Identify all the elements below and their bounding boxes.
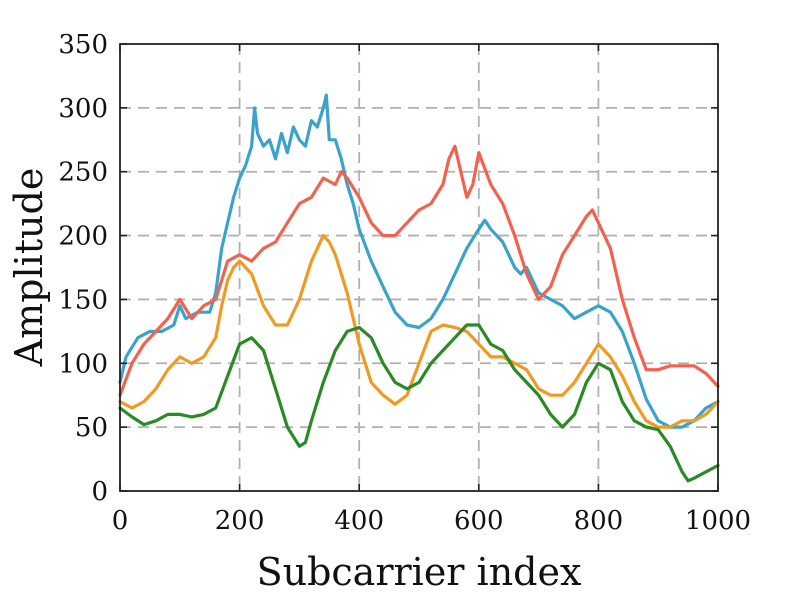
y-axis-title: Amplitude <box>7 168 51 368</box>
x-tick-label: 200 <box>215 506 265 536</box>
y-tick-label: 100 <box>58 349 108 379</box>
axis-ticks: 0 200 400 600 800 1000 0 50 100 150 200 250 300 350 <box>58 30 751 536</box>
y-tick-label: 250 <box>58 158 108 188</box>
x-tick-label: 400 <box>334 506 384 536</box>
grid-lines <box>120 44 718 491</box>
x-tick-label: 800 <box>574 506 624 536</box>
x-tick-label: 0 <box>112 506 129 536</box>
y-tick-label: 50 <box>75 413 108 443</box>
series-line-3 <box>118 234 720 429</box>
series-line-1 <box>118 93 720 429</box>
y-tick-label: 350 <box>58 30 108 60</box>
x-axis-title: Subcarrier index <box>257 550 582 594</box>
series-line-4 <box>118 323 720 483</box>
y-tick-label: 200 <box>58 222 108 252</box>
plot-frame <box>119 43 719 492</box>
series-line-2 <box>118 144 720 397</box>
series-lines <box>118 93 720 483</box>
y-tick-label: 300 <box>58 94 108 124</box>
y-tick-label: 0 <box>91 477 108 507</box>
x-tick-label: 1000 <box>685 506 751 536</box>
x-tick-label: 600 <box>454 506 504 536</box>
y-tick-label: 150 <box>58 285 108 315</box>
